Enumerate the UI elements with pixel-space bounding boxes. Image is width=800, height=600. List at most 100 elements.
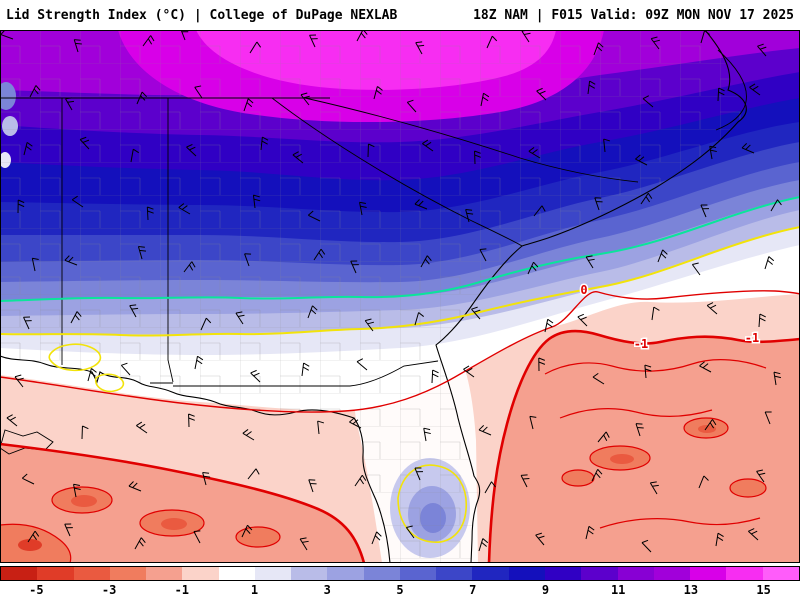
wind-barb — [87, 368, 97, 382]
wind-barb — [538, 357, 546, 372]
red-zero-contour-line — [0, 290, 800, 413]
wind-barb — [773, 371, 782, 386]
wind-barb — [134, 537, 146, 550]
colorbar-cell — [146, 567, 183, 580]
wind-barb — [700, 30, 710, 44]
wind-barb — [70, 311, 82, 324]
wind-barb — [317, 420, 325, 435]
wind-barb — [699, 361, 712, 373]
wind-barb — [252, 194, 261, 209]
wind-barb — [21, 473, 35, 485]
colorbar-cell — [544, 567, 582, 580]
wind-barb — [651, 306, 660, 321]
wind-barb — [414, 467, 423, 481]
colorbar-cell — [109, 567, 147, 580]
wind-barb — [188, 413, 195, 428]
wind-barb — [242, 429, 255, 441]
colorbar-cell — [399, 567, 437, 580]
colorbar-cell — [254, 567, 292, 580]
wind-barb — [635, 154, 648, 166]
wind-barb — [748, 528, 759, 541]
wind-barb — [635, 423, 644, 437]
wind-barb — [585, 525, 595, 540]
wind-barb — [756, 469, 766, 483]
wind-barb — [27, 530, 40, 543]
wind-barb — [186, 143, 197, 157]
wind-barb — [202, 471, 211, 486]
wind-barb — [64, 255, 78, 266]
colorbar-cell — [37, 567, 74, 580]
colorbar-tick-label: 3 — [323, 583, 331, 597]
wind-barb — [764, 256, 775, 270]
wind-barb — [597, 431, 610, 443]
wind-barb — [479, 248, 487, 262]
colorbar-ticks: -5 -3 -1 1 3 5 7 9 11 13 15 — [0, 583, 800, 599]
wind-barb — [593, 42, 604, 56]
wind-barb — [414, 312, 424, 326]
colorbar-cell — [182, 567, 219, 580]
wind-barb — [29, 85, 41, 98]
wind-barb — [486, 35, 498, 49]
wind-barb — [527, 261, 539, 275]
wind-barb — [142, 35, 155, 47]
wind-barb — [137, 246, 147, 260]
red-minus1-contour-line — [0, 442, 366, 563]
wind-barb — [431, 369, 439, 384]
wind-barb — [544, 318, 554, 333]
wind-barb — [79, 136, 90, 150]
wind-barb — [64, 523, 73, 537]
wind-barb — [244, 253, 252, 267]
wind-barb — [642, 95, 654, 108]
contour-labels: 0 -1 -1 — [579, 282, 761, 353]
model-valid-time: 18Z NAM | F015 Valid: 09Z MON NOV 17 202… — [473, 7, 794, 23]
wind-barb — [650, 36, 661, 50]
wind-barb — [603, 138, 611, 153]
colorbar-cell — [1, 567, 38, 580]
colorbar-cell — [472, 567, 509, 580]
wind-barb — [709, 145, 717, 160]
wind-barb — [463, 365, 475, 378]
wind-barb — [136, 91, 147, 105]
colorbar-cell — [581, 567, 618, 580]
wind-barb — [17, 199, 25, 214]
colorbar-cell — [436, 567, 473, 580]
wind-barb — [405, 525, 415, 539]
wind-barb — [71, 195, 84, 208]
wind-barb — [81, 425, 89, 440]
wind-barb — [307, 210, 321, 222]
wind-barb — [371, 531, 382, 545]
wind-barb — [528, 147, 541, 159]
wind-barb — [200, 317, 212, 331]
wind-barb — [706, 302, 718, 315]
title-bar: Lid Strength Index (°C) | College of DuP… — [0, 0, 800, 30]
yellow-contour-line — [0, 226, 800, 337]
colorbar-cell — [508, 567, 545, 580]
wind-barb — [354, 474, 367, 487]
wind-barb — [698, 475, 709, 489]
wind-barb — [594, 197, 603, 211]
wind-barb — [243, 98, 254, 112]
wind-barb — [136, 421, 148, 434]
colorbar-cell — [690, 567, 727, 580]
wind-barb — [367, 143, 375, 158]
wind-barb — [65, 97, 75, 111]
colorbar-tick-label: 1 — [250, 583, 259, 597]
wind-barb — [309, 34, 318, 48]
wind-barb — [536, 87, 547, 101]
wind-barb — [241, 524, 253, 538]
wind-barb — [349, 417, 362, 429]
wind-barb — [535, 532, 545, 546]
colorbar-tick-label: 15 — [756, 583, 771, 597]
wind-barb — [235, 311, 245, 325]
wind-barb — [14, 374, 24, 388]
colorbar-tick-label: -5 — [29, 583, 44, 597]
wind-barb — [23, 316, 32, 330]
wind-barb — [587, 80, 596, 95]
wind-barb — [529, 415, 537, 430]
green-contour-line — [0, 196, 800, 302]
wind-barb — [300, 92, 310, 106]
wind-barb — [420, 255, 432, 268]
colorbar-cells — [0, 566, 800, 581]
wind-barb — [577, 313, 588, 327]
forecast-map: 0 -1 -1 — [0, 30, 800, 563]
